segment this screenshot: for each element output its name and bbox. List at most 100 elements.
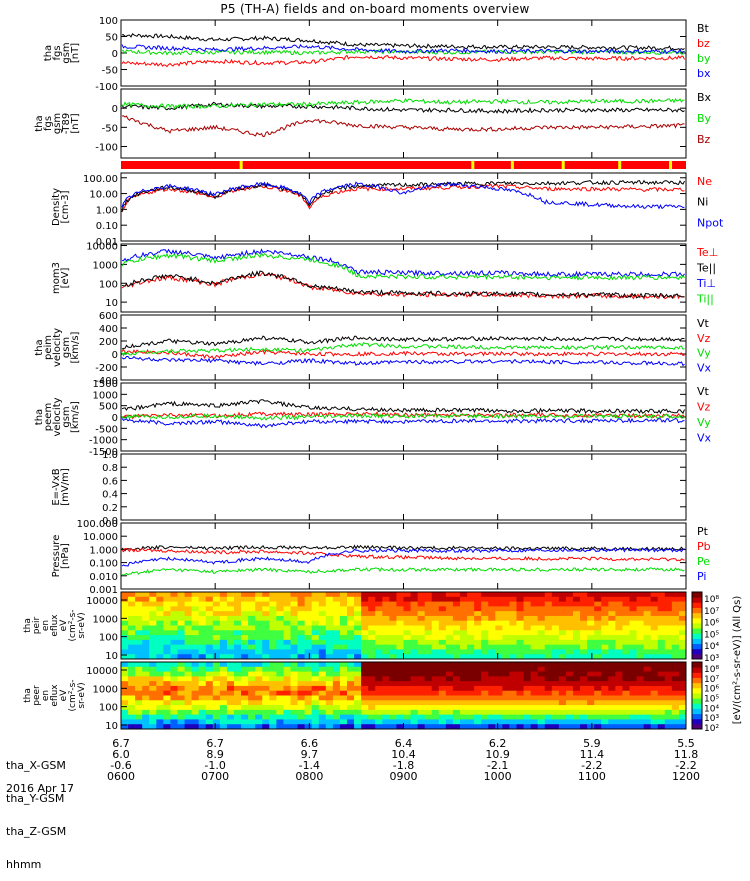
spec-cell [290, 601, 299, 607]
ytick-label: 0 [112, 49, 118, 60]
spec-cell [318, 671, 327, 677]
spec-cell [438, 714, 447, 720]
spec-cell [587, 635, 595, 641]
spec-cell [544, 649, 553, 655]
spec-cell [438, 635, 447, 641]
spec-cell [318, 676, 327, 682]
spec-cell [495, 666, 503, 673]
spec-cell [276, 714, 284, 720]
spec-cell [234, 635, 242, 641]
spec-cell [657, 700, 666, 706]
colorbar-segment [692, 638, 702, 645]
spec-cell [438, 611, 447, 617]
spec-cell [234, 592, 242, 598]
spec-cell [622, 592, 630, 598]
spec-cell [509, 644, 517, 650]
spec-cell [318, 662, 327, 668]
colorbar-tick-label: 10⁸ [704, 595, 719, 605]
spec-cell [565, 681, 574, 687]
spec-cell [474, 615, 482, 622]
spec-cell [474, 690, 482, 696]
spec-cell [587, 601, 595, 607]
orbit-column: 5.5 11.8 -2.2 1200 [661, 738, 711, 782]
spec-cell [467, 724, 475, 730]
spec-cell [587, 649, 595, 655]
spec-cell [354, 592, 362, 598]
spec-cell [671, 695, 680, 701]
spec-cell [128, 644, 136, 650]
spec-cell [219, 649, 228, 655]
spec-cell [565, 596, 574, 603]
spec-cell [262, 635, 270, 641]
page-title: P5 (TH-A) fields and on-board moments ov… [220, 2, 530, 16]
spec-cell [417, 724, 426, 730]
spec-cell [276, 676, 284, 682]
spec-cell [622, 724, 630, 730]
spec-cell [643, 681, 652, 687]
spec-cell [219, 709, 228, 716]
spec-cell [382, 596, 390, 603]
spec-cell [276, 666, 284, 673]
spec-cell [551, 685, 560, 692]
spec-cell [481, 606, 489, 612]
spec-cell [537, 719, 546, 725]
spec-cell [149, 681, 157, 687]
spec-cell [354, 649, 362, 655]
series-Pi [121, 547, 685, 567]
spec-cell [573, 630, 581, 636]
spec-cell [290, 635, 299, 641]
spec-cell [678, 671, 687, 677]
spec-cell [650, 654, 659, 660]
spec-cell [184, 644, 193, 650]
spec-cell [198, 700, 207, 706]
spec-cell [403, 625, 412, 631]
ytick-label: 1.000 [89, 545, 118, 556]
spec-cell [368, 671, 376, 677]
spec-cell [452, 606, 461, 612]
spec-cell [403, 639, 412, 646]
spec-cell [396, 601, 404, 607]
spec-cell [438, 630, 447, 636]
spec-cell [142, 700, 150, 706]
ylabel-line: peem [43, 403, 54, 431]
spec-cell [403, 611, 412, 617]
spec-cell [191, 620, 200, 626]
spec-cell [283, 695, 291, 701]
spec-cell [241, 620, 249, 626]
spec-cell [135, 625, 143, 631]
spec-cell [544, 685, 553, 692]
spec-cell [410, 601, 419, 607]
spec-cell [565, 592, 574, 598]
spec-cell [601, 625, 609, 631]
spec-cell [361, 596, 369, 603]
spec-cell [502, 635, 510, 641]
spec-cell [361, 615, 369, 622]
spec-cell [523, 700, 532, 706]
spec-cell [262, 709, 270, 716]
spec-cell [664, 596, 673, 603]
spec-cell [601, 644, 609, 650]
orbit-row-label-x: tha_X-GSM [6, 759, 66, 772]
spec-cell [226, 671, 235, 677]
spec-cell [530, 724, 539, 730]
spec-ylabel-line: peir [32, 616, 42, 634]
spec-cell [332, 611, 341, 617]
spec-cell [516, 620, 525, 626]
spec-cell [290, 719, 299, 725]
spec-cell [191, 690, 200, 696]
spec-cell [262, 649, 270, 655]
spec-cell [219, 685, 228, 692]
spec-cell [657, 606, 666, 612]
spec-cell [460, 662, 468, 668]
colorbar-tick-label: 10⁶ [704, 619, 719, 629]
spec-cell [481, 705, 489, 711]
spec-cell [438, 615, 447, 622]
spec-cell [544, 606, 553, 612]
spec-cell [234, 606, 242, 612]
spec-cell [276, 649, 284, 655]
spec-cell [177, 709, 186, 716]
spec-cell [248, 654, 256, 660]
spec-cell [325, 625, 334, 631]
legend-Ne: Ne [697, 175, 712, 188]
spec-cell [636, 639, 645, 646]
